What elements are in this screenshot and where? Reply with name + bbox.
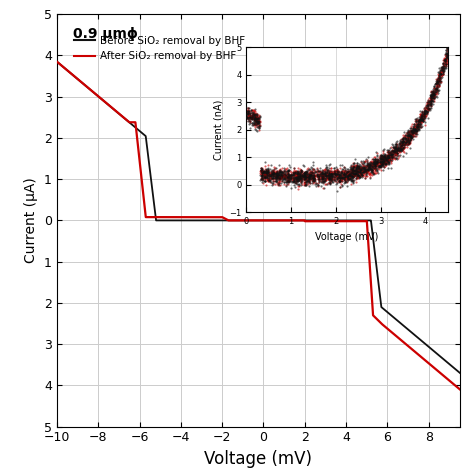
X-axis label: Voltage (mV): Voltage (mV) xyxy=(204,450,312,468)
Text: 0.9 μmϕ: 0.9 μmϕ xyxy=(73,27,138,41)
Legend: Before SiO₂ removal by BHF, After SiO₂ removal by BHF: Before SiO₂ removal by BHF, After SiO₂ r… xyxy=(70,32,250,65)
Y-axis label: Current (μA): Current (μA) xyxy=(25,178,38,263)
